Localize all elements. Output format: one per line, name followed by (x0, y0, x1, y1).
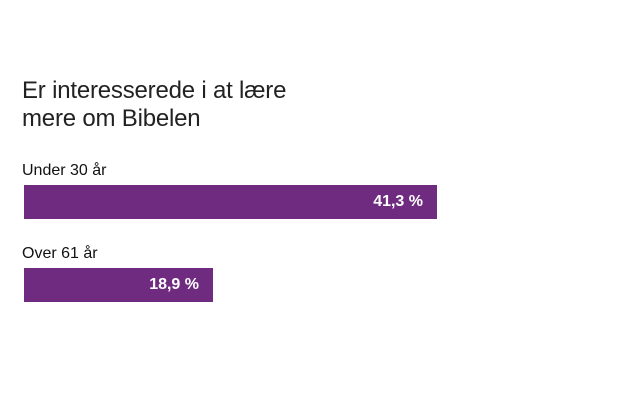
bar-over-61: 18,9 % (24, 268, 213, 302)
category-label: Over 61 år (22, 245, 98, 262)
bar-under-30: 41,3 % (24, 185, 437, 219)
bar-track: 41,3 % (22, 185, 542, 219)
bar-value-label: 18,9 % (149, 276, 199, 293)
bar-value-label: 41,3 % (373, 193, 423, 210)
bar-group-under-30: Under 30 år 41,3 % (22, 162, 582, 219)
bar-track: 18,9 % (22, 268, 542, 302)
chart-title: Er interesserede i at lære mere om Bibel… (22, 77, 442, 133)
chart-title-line-1: Er interesserede i at lære (22, 77, 287, 104)
category-label: Under 30 år (22, 162, 107, 179)
chart-title-line-2: mere om Bibelen (22, 105, 201, 132)
bar-group-over-61: Over 61 år 18,9 % (22, 245, 582, 302)
